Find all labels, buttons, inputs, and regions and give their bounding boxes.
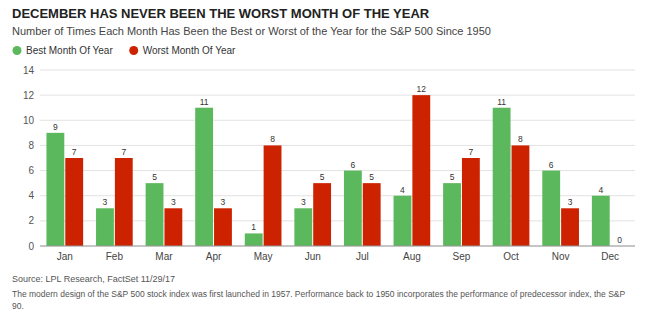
data-label: 3 [568, 197, 573, 207]
legend-label: Worst Month Of Year [143, 45, 236, 56]
data-label: 1 [251, 222, 256, 232]
data-label: 9 [53, 122, 58, 132]
bar [462, 158, 480, 246]
x-tick-label: Feb [106, 251, 124, 262]
data-label: 8 [518, 134, 523, 144]
legend-item: Best Month Of Year [13, 45, 114, 56]
bar [195, 108, 213, 246]
bar [561, 208, 579, 246]
bar [264, 145, 282, 246]
x-tick-label: Apr [206, 251, 222, 262]
data-label: 6 [549, 160, 554, 170]
data-label: 7 [72, 147, 77, 157]
x-tick-label: Jan [57, 251, 73, 262]
y-tick-label: 6 [28, 165, 34, 176]
title: DECEMBER HAS NEVER BEEN THE WORST MONTH … [12, 6, 430, 21]
bar [512, 145, 530, 246]
bar [394, 196, 412, 246]
bar [245, 233, 263, 246]
data-labels: 935111364511647733855127830 [53, 84, 622, 245]
data-label: 3 [171, 197, 176, 207]
x-tick-label: Sep [453, 251, 471, 262]
data-label: 8 [270, 134, 275, 144]
data-label: 4 [598, 185, 603, 195]
x-tick-label: Nov [552, 251, 570, 262]
x-tick-label: Oct [503, 251, 519, 262]
bar [493, 108, 511, 246]
footnote: The modern design of the S&P 500 stock i… [12, 289, 625, 311]
x-tick-label: Jun [305, 251, 321, 262]
data-label: 5 [152, 172, 157, 182]
grid-line [40, 145, 635, 146]
x-tick-label: Dec [601, 251, 619, 262]
data-label: 3 [221, 197, 226, 207]
bar [164, 208, 182, 246]
y-tick-label: 12 [23, 90, 35, 101]
data-label: 11 [497, 97, 506, 107]
data-label: 11 [200, 97, 209, 107]
grid-line [40, 70, 635, 71]
data-label: 12 [417, 84, 427, 94]
y-tick-label: 8 [28, 140, 34, 151]
y-tick-label: 4 [28, 190, 34, 201]
x-tick-label: Jul [356, 251, 369, 262]
data-label: 5 [320, 172, 325, 182]
legend-swatch [13, 46, 22, 55]
source: Source: LPL Research, FactSet 11/29/17 [12, 274, 175, 284]
data-label: 4 [400, 185, 405, 195]
bars [46, 95, 609, 246]
subtitle: Number of Times Each Month Has Been the … [12, 25, 491, 37]
bar [146, 183, 164, 246]
legend-swatch [129, 46, 138, 55]
bar [592, 196, 610, 246]
legend-item: Worst Month Of Year [129, 45, 236, 56]
bar [443, 183, 461, 246]
x-axis: Jan Feb Mar Apr May Jun Jul Aug Sep Oct Nov Dec [57, 251, 619, 262]
bar [313, 183, 331, 246]
bar [115, 158, 133, 246]
data-label: 5 [369, 172, 374, 182]
data-label: 3 [103, 197, 108, 207]
x-tick-label: May [254, 251, 273, 262]
data-label: 6 [351, 160, 356, 170]
data-label: 0 [617, 235, 622, 245]
bar [65, 158, 83, 246]
legend-label: Best Month Of Year [26, 45, 113, 56]
bar [542, 171, 560, 246]
data-label: 3 [301, 197, 306, 207]
y-tick-label: 2 [28, 215, 34, 226]
x-tick-label: Aug [403, 251, 421, 262]
bar [294, 208, 312, 246]
data-label: 5 [450, 172, 455, 182]
bar [412, 95, 430, 246]
chart-container: DECEMBER HAS NEVER BEEN THE WORST MONTH … [0, 0, 650, 331]
y-tick-label: 0 [28, 241, 34, 252]
grid-line [40, 120, 635, 121]
grid-line [40, 95, 635, 96]
data-label: 7 [469, 147, 474, 157]
data-label: 7 [121, 147, 126, 157]
grid-line [40, 246, 635, 247]
x-axis-line [40, 246, 635, 247]
y-axis: 02468101214 [23, 65, 635, 252]
y-tick-label: 10 [23, 115, 35, 126]
bar [46, 133, 64, 246]
x-tick-label: Mar [155, 251, 173, 262]
legend: Best Month Of Year Worst Month Of Year [13, 45, 237, 56]
bar [96, 208, 114, 246]
chart: DECEMBER HAS NEVER BEEN THE WORST MONTH … [0, 0, 650, 331]
bar [344, 171, 362, 246]
bar [363, 183, 381, 246]
bar [214, 208, 232, 246]
y-tick-label: 14 [23, 65, 35, 76]
